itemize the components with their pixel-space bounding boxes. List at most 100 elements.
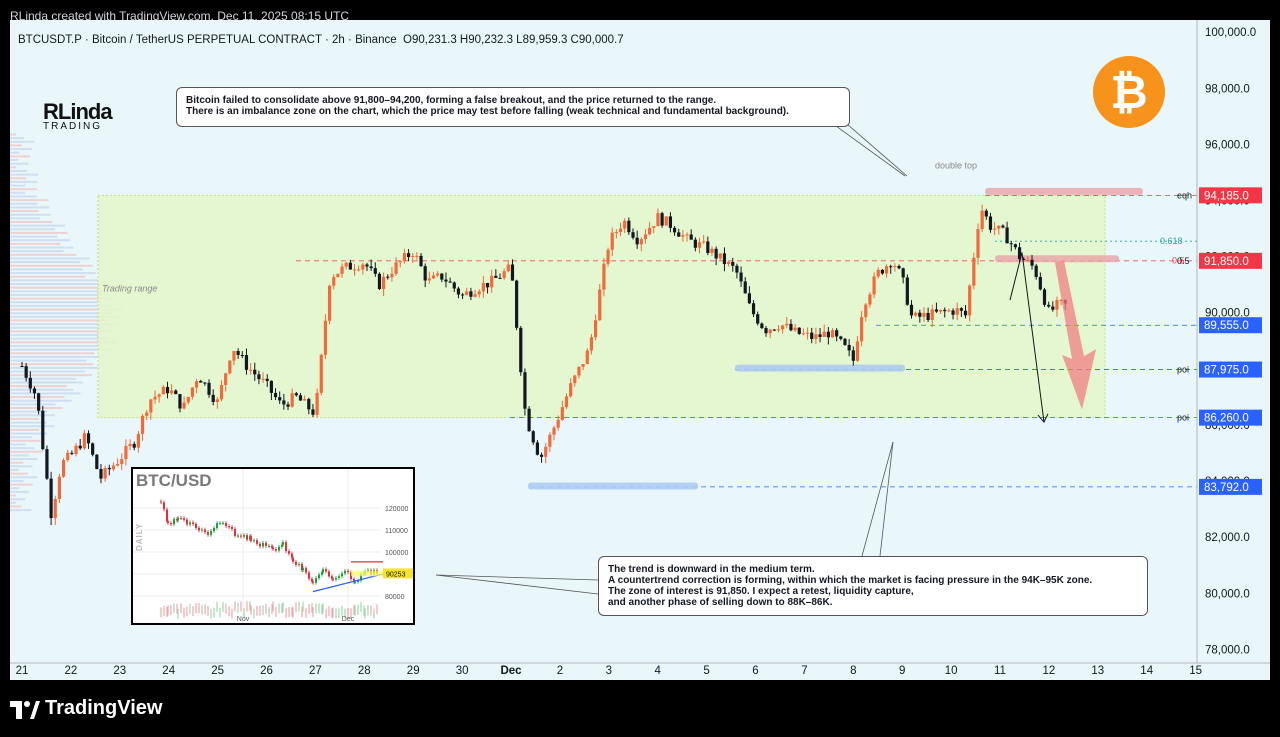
inset-volume-bar	[163, 605, 165, 616]
time-axis-tick: 24	[162, 665, 175, 677]
inset-volume-bar	[192, 606, 194, 617]
price-axis-tick: 78,000.0	[1205, 644, 1250, 656]
time-axis-tick: 4	[654, 665, 661, 677]
inset-volume-bar	[231, 608, 233, 619]
candle-body	[348, 262, 352, 270]
volume-profile-bar	[10, 417, 39, 420]
volume-profile-bar	[10, 454, 29, 457]
price-label-text: 83,792.0	[1204, 482, 1249, 494]
inset-candle-body	[222, 522, 224, 524]
candle-body	[282, 400, 286, 405]
inset-volume-bar	[328, 606, 330, 617]
candle-body	[45, 449, 49, 479]
inset-candle-body	[198, 527, 200, 531]
candle-body	[548, 434, 552, 447]
price-chart[interactable]: Trading range double top 0.618 0.5 78,000.0 8…	[10, 20, 1270, 680]
inset-candle-body	[240, 535, 242, 537]
brand-name: RLinda	[43, 99, 113, 124]
candle-body	[1009, 243, 1013, 245]
inset-candle-body	[166, 509, 168, 522]
candle-body	[107, 467, 111, 470]
inset-candle-body	[195, 523, 197, 528]
candle-body	[240, 354, 244, 356]
candle-body	[66, 452, 70, 461]
fib-05-label: 0.5	[1172, 255, 1185, 265]
candle-body	[111, 465, 116, 470]
inset-volume-bar	[360, 601, 362, 612]
candle-body	[207, 382, 211, 395]
price-label-badge	[1199, 252, 1262, 269]
volume-profile-bar	[10, 476, 38, 479]
candle-body	[278, 397, 282, 401]
inset-candle-body	[186, 519, 188, 525]
inset-candle-body	[288, 551, 290, 554]
inset-volume-bar	[292, 607, 294, 618]
inset-candle-body	[210, 531, 212, 535]
time-axis-tick: 15	[1189, 665, 1202, 677]
candle-body	[918, 312, 922, 317]
volume-profile-bar	[10, 370, 85, 373]
time-axis-tick: 3	[606, 665, 612, 677]
inset-candle-body	[353, 578, 355, 583]
top-analysis-callout[interactable]: Bitcoin failed to consolidate above 91,8…	[176, 87, 850, 127]
price-label-text: 89,555.0	[1204, 320, 1249, 332]
volume-profile-bar	[10, 414, 55, 417]
inset-volume-bar	[285, 608, 287, 619]
inset-time-tick: Dec	[342, 616, 355, 623]
bottom-analysis-callout[interactable]: The trend is downward in the medium term…	[598, 556, 1148, 616]
candle-body	[963, 310, 968, 316]
inset-volume-bar	[246, 601, 248, 612]
candle-body	[70, 452, 74, 454]
candle-body	[431, 275, 436, 279]
inset-volume-bar	[350, 608, 352, 619]
inset-volume-bar	[259, 605, 261, 616]
inset-price-tick: 110000	[385, 528, 408, 535]
candle-body	[872, 276, 876, 295]
volume-profile-bar	[10, 257, 90, 260]
inset-candle-body	[250, 536, 252, 541]
candle-body	[273, 392, 278, 398]
volume-profile-bar	[10, 341, 117, 344]
inset-volume-bar	[376, 604, 378, 615]
time-axis-tick: 6	[752, 665, 758, 677]
volume-profile-bar	[10, 490, 29, 493]
price-axis-tick: 82,000.0	[1205, 532, 1250, 544]
time-axis-panel	[10, 663, 1270, 680]
candle-body	[261, 378, 265, 380]
inset-candle-body	[357, 580, 359, 582]
inset-volume-bar	[338, 608, 340, 619]
candle-body	[785, 323, 789, 326]
volume-profile-bar	[10, 385, 67, 388]
candle-body	[228, 360, 232, 374]
inset-candle-body	[189, 522, 191, 525]
volume-profile-bar	[10, 272, 96, 275]
volume-profile-bar	[10, 363, 94, 366]
volume-profile-bar	[10, 428, 40, 431]
volume-profile-bar	[10, 297, 113, 300]
candle-body	[307, 399, 311, 410]
price-label-badge	[1199, 361, 1262, 378]
candle-body	[357, 269, 361, 271]
inset-volume-bar	[325, 608, 327, 619]
symbol-legend: BTCUSDT.P · Bitcoin / TetherUS PERPETUAL…	[18, 34, 624, 46]
candle-body	[365, 264, 369, 267]
inset-volume-bar	[160, 607, 162, 618]
symbol-description: Bitcoin / TetherUS PERPETUAL CONTRACT	[91, 34, 322, 46]
inset-candle-body	[180, 517, 182, 519]
inset-volume-bar	[225, 603, 227, 614]
volume-profile-bar	[10, 465, 33, 468]
forecast-arrowhead	[1037, 413, 1049, 424]
candle-body	[610, 232, 614, 250]
volume-profile-bar	[10, 268, 83, 271]
inset-volume-bar	[253, 608, 255, 619]
candle-body	[560, 407, 564, 420]
tradingview-logo-icon	[10, 701, 40, 719]
candle-body	[386, 276, 390, 278]
candle-body	[369, 266, 373, 269]
candle-body	[103, 467, 107, 479]
inset-volume-bar	[347, 608, 349, 619]
candle-body	[494, 275, 498, 278]
volume-profile-bar	[10, 458, 38, 461]
candle-body	[91, 443, 95, 455]
chart-panel[interactable]: Trading range double top 0.618 0.5 78,000.0 8…	[10, 20, 1270, 680]
